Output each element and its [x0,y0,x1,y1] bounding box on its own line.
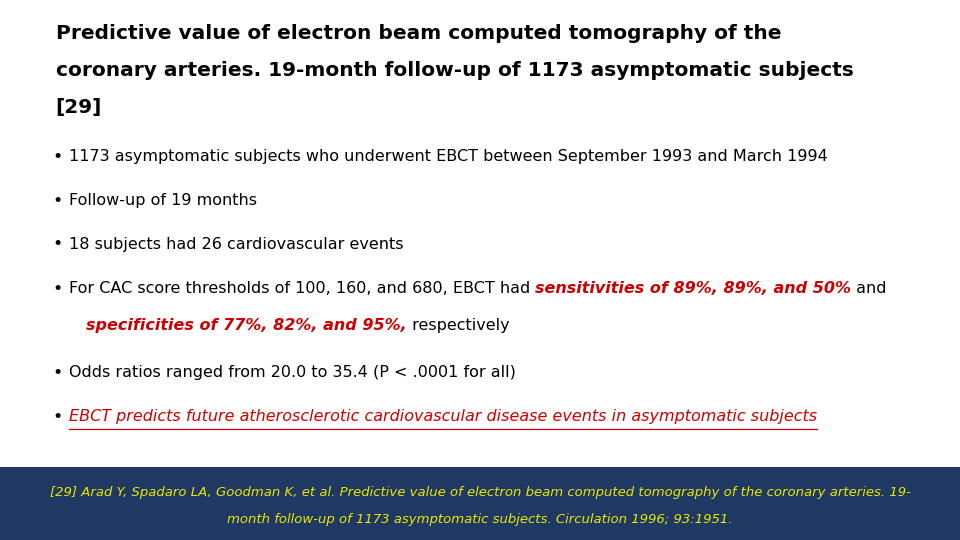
Text: specificities of 77%, 82%, and 95%,: specificities of 77%, 82%, and 95%, [86,318,407,333]
Text: •: • [53,408,63,426]
Text: For CAC score thresholds of 100, 160, and 680, EBCT had: For CAC score thresholds of 100, 160, an… [69,281,536,296]
Text: [29]: [29] [56,98,102,117]
Text: Follow-up of 19 months: Follow-up of 19 months [69,193,257,208]
Text: 18 subjects had 26 cardiovascular events: 18 subjects had 26 cardiovascular events [69,237,403,252]
Text: sensitivities of 89%, 89%, and 50%: sensitivities of 89%, 89%, and 50% [536,281,852,296]
Text: month follow-up of 1173 asymptomatic subjects. Circulation 1996; 93:1951.: month follow-up of 1173 asymptomatic sub… [228,513,732,526]
Text: •: • [53,147,63,166]
Text: coronary arteries. 19-month follow-up of 1173 asymptomatic subjects: coronary arteries. 19-month follow-up of… [56,61,853,80]
Bar [0,467,960,540]
Text: •: • [53,280,63,298]
Text: [29] Arad Y, Spadaro LA, Goodman K, et al. Predictive value of electron beam com: [29] Arad Y, Spadaro LA, Goodman K, et a… [50,486,910,499]
Text: •: • [53,192,63,210]
Text: Predictive value of electron beam computed tomography of the: Predictive value of electron beam comput… [56,24,781,43]
Text: Odds ratios ranged from 20.0 to 35.4 (P < .0001 for all): Odds ratios ranged from 20.0 to 35.4 (P … [69,365,516,380]
Text: respectively: respectively [407,318,510,333]
Text: and: and [852,281,887,296]
Text: 1173 asymptomatic subjects who underwent EBCT between September 1993 and March 1: 1173 asymptomatic subjects who underwent… [69,149,828,164]
Text: EBCT predicts future atherosclerotic cardiovascular disease events in asymptomat: EBCT predicts future atherosclerotic car… [69,409,817,424]
Text: •: • [53,363,63,382]
Text: •: • [53,235,63,253]
